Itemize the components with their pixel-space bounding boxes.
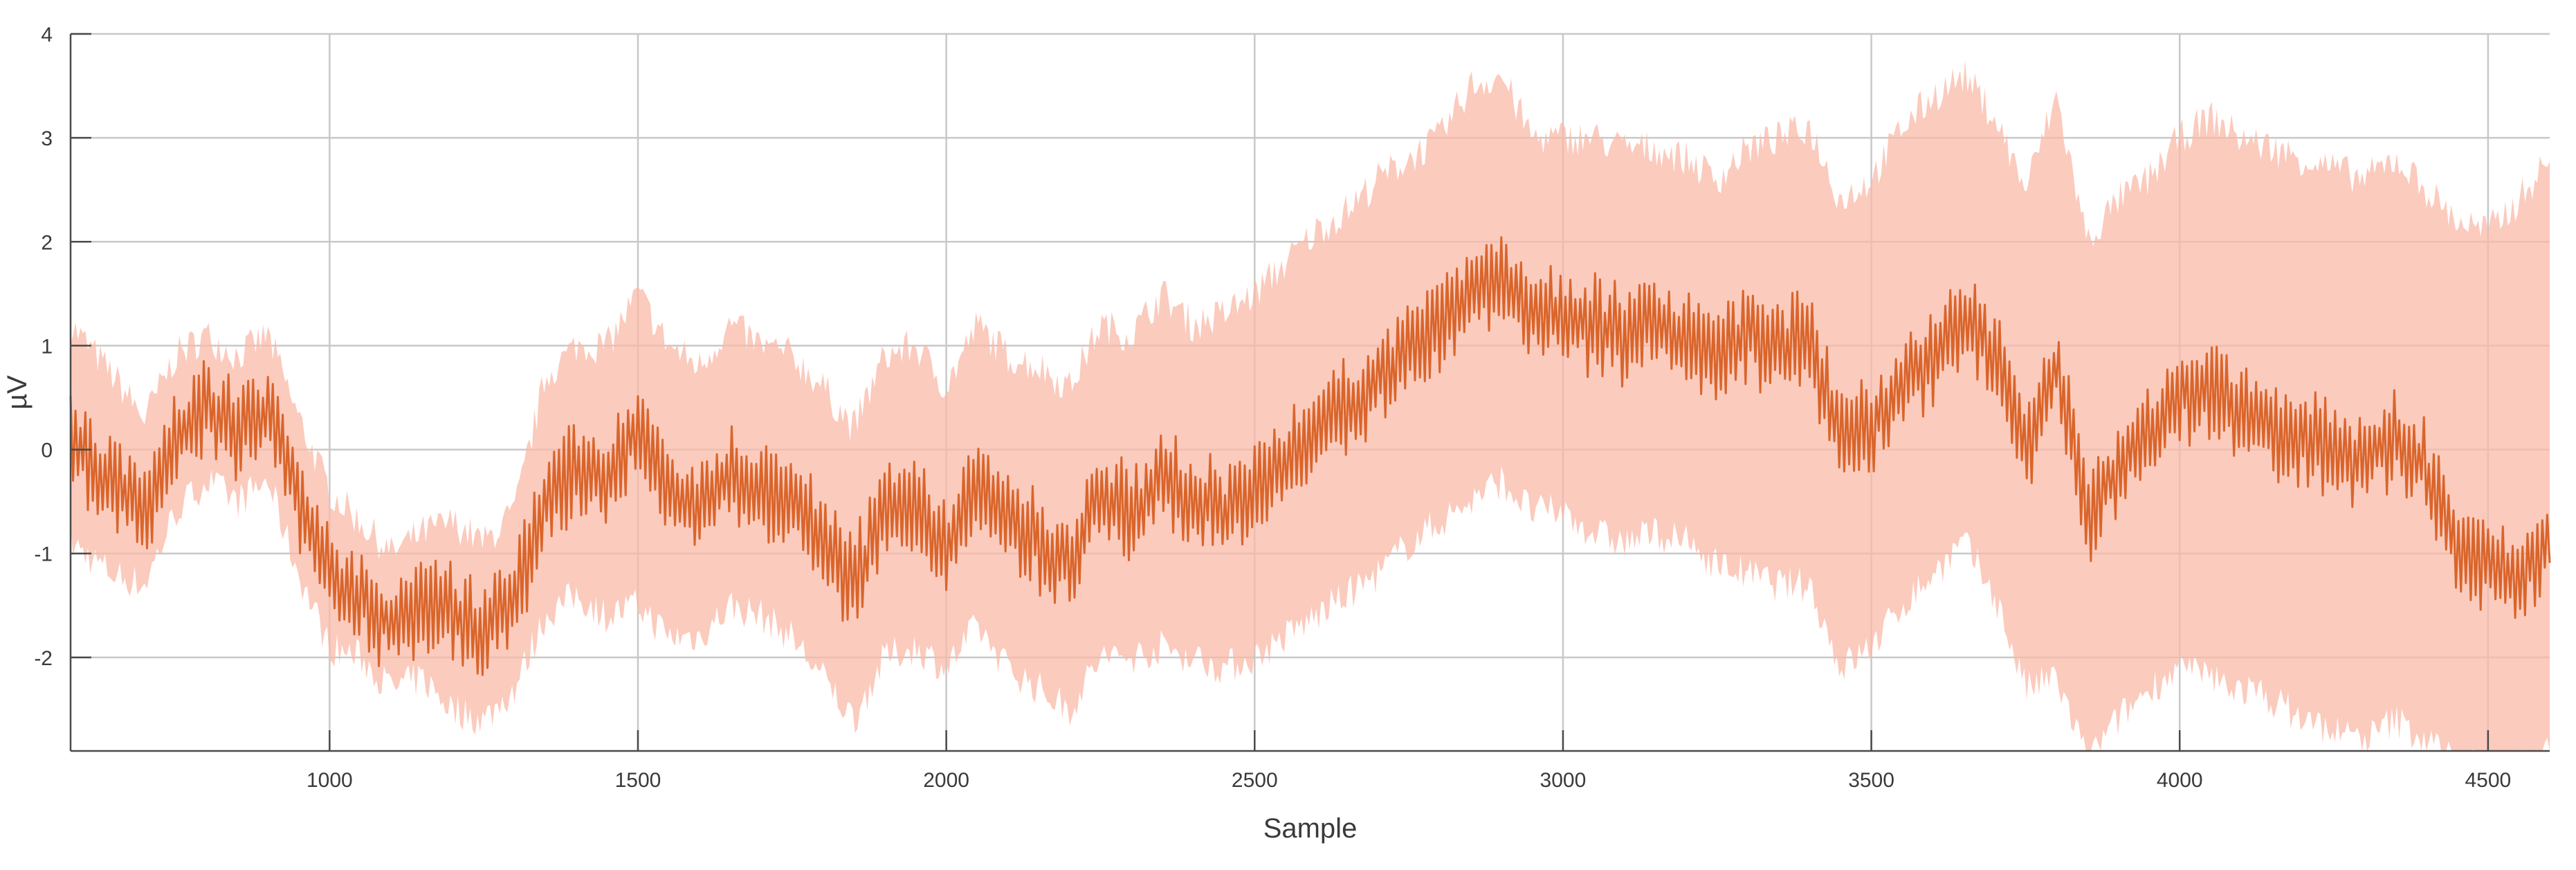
y-tick-label: 4 bbox=[41, 24, 53, 46]
x-tick-label: 4000 bbox=[2157, 769, 2203, 792]
x-tick-label: 4500 bbox=[2465, 769, 2511, 792]
band-area bbox=[71, 60, 2550, 752]
x-axis-label: Sample bbox=[1263, 813, 1358, 844]
confidence-band bbox=[71, 60, 2550, 752]
y-tick-label: -2 bbox=[34, 647, 53, 670]
y-tick-label: 1 bbox=[41, 335, 53, 358]
x-tick-label: 1000 bbox=[307, 769, 353, 792]
x-tick-label: 2000 bbox=[923, 769, 969, 792]
y-tick-label: -1 bbox=[34, 543, 53, 566]
y-tick-label: 3 bbox=[41, 127, 53, 150]
mean-signal bbox=[69, 236, 2551, 676]
x-tick-label: 3000 bbox=[1540, 769, 1587, 792]
mean-line bbox=[69, 236, 2551, 676]
y-axis-label: µV bbox=[2, 375, 33, 410]
x-tick-label: 1500 bbox=[615, 769, 661, 792]
x-tick-labels: 1000 1500 2000 2500 3000 3500 4000 4500 bbox=[307, 769, 2511, 792]
y-tick-label: 2 bbox=[41, 231, 53, 254]
x-tick-label: 2500 bbox=[1232, 769, 1278, 792]
axes bbox=[69, 33, 2550, 752]
y-tick-label: 0 bbox=[41, 439, 53, 462]
y-tick-labels: -2 -1 0 1 2 3 4 bbox=[34, 24, 53, 670]
x-tick-label: 3500 bbox=[1848, 769, 1894, 792]
